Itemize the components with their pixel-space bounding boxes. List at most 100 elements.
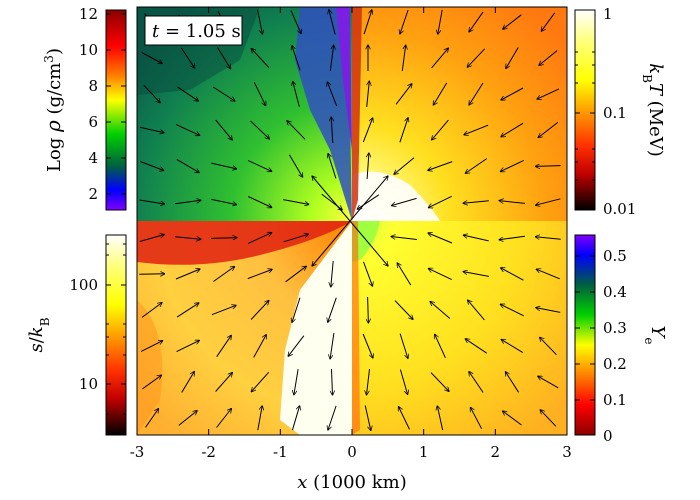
x-axis-title: x (1000 km) — [297, 472, 406, 493]
ye-ticks: 0.5 0.4 0.3 0.2 0.1 0 — [603, 247, 627, 445]
velocity-arrow — [293, 81, 300, 107]
velocity-arrow — [465, 158, 487, 174]
velocity-arrow — [368, 296, 369, 323]
velocity-arrow — [312, 220, 351, 266]
ye-tick: 0.5 — [603, 247, 627, 265]
velocity-arrow — [176, 340, 200, 353]
x-axis-tick-marks — [136, 7, 568, 435]
velocity-arrow — [428, 161, 453, 171]
x-tick-label: -3 — [130, 443, 145, 461]
velocity-arrow — [328, 297, 337, 323]
velocity-arrow — [215, 119, 233, 140]
velocity-arrow — [465, 339, 488, 354]
velocity-arrow — [399, 118, 408, 143]
velocity-arrow — [391, 237, 417, 240]
density-tick: 12 — [79, 5, 98, 23]
velocity-arrow — [291, 406, 299, 431]
velocity-arrow — [180, 47, 194, 68]
ye-tick: 0.1 — [603, 391, 627, 409]
temperature-tick: 1 — [603, 5, 613, 23]
velocity-arrow — [140, 341, 163, 352]
density-tick: 6 — [88, 113, 98, 131]
temperature-tick-marks — [575, 51, 595, 181]
velocity-arrow — [283, 199, 309, 205]
velocity-arrow — [470, 407, 483, 429]
density-tick-marks — [106, 13, 126, 195]
velocity-arrow — [397, 263, 412, 286]
x-tick-label: -2 — [201, 443, 216, 461]
velocity-arrow — [140, 161, 164, 171]
density-blue-plume — [295, 7, 352, 221]
velocity-arrow — [283, 234, 309, 243]
velocity-arrow — [216, 46, 230, 69]
velocity-arrow — [394, 157, 415, 175]
temperature-tick: 0.01 — [603, 200, 636, 218]
velocity-arrow — [210, 238, 237, 239]
velocity-arrow — [176, 303, 199, 318]
velocity-arrow — [211, 305, 236, 316]
x-tick-label: 0 — [347, 443, 357, 461]
velocity-arrow — [349, 220, 388, 266]
velocity-arrow — [175, 200, 201, 205]
velocity-arrow — [428, 268, 452, 281]
velocity-arrow — [500, 159, 524, 171]
velocity-arrow — [469, 372, 484, 393]
velocity-arrow — [141, 52, 163, 64]
velocity-arrow — [215, 373, 233, 392]
velocity-arrow — [363, 10, 372, 35]
velocity-arrow — [503, 14, 522, 29]
velocity-arrow — [362, 118, 372, 143]
velocity-arrow — [435, 334, 446, 359]
velocity-arrow — [287, 121, 306, 140]
entropy-red-band — [137, 221, 352, 265]
velocity-arrow — [145, 409, 159, 428]
x-tick-label: 3 — [562, 443, 572, 461]
velocity-arrow — [331, 261, 333, 287]
velocity-arrow — [257, 9, 263, 34]
velocity-arrow — [430, 372, 449, 392]
temperature-red-streak — [352, 7, 362, 221]
velocity-arrow — [247, 233, 272, 244]
velocity-arrow — [181, 372, 195, 393]
x-tick-label: 2 — [491, 443, 501, 461]
velocity-arrow — [367, 369, 370, 395]
velocity-arrow — [367, 153, 369, 180]
time-symbol: t — [152, 21, 160, 42]
velocity-arrow — [428, 233, 453, 244]
velocity-arrow — [463, 235, 489, 242]
velocity-arrow — [257, 406, 262, 431]
velocity-arrow — [431, 48, 449, 69]
entropy-orange-left — [137, 300, 163, 435]
temperature-colorbar — [574, 9, 596, 211]
velocity-arrows — [139, 9, 561, 431]
velocity-arrow — [357, 194, 380, 209]
velocity-arrow — [538, 122, 559, 137]
velocity-arrow — [366, 81, 370, 107]
velocity-arrow — [400, 9, 409, 34]
velocity-arrow — [328, 405, 337, 430]
velocity-arrow — [401, 45, 405, 71]
ye-tick: 0 — [603, 427, 613, 445]
velocity-arrow — [211, 162, 236, 169]
velocity-arrow — [247, 160, 272, 172]
velocity-arrow — [433, 82, 448, 105]
velocity-arrow — [535, 166, 561, 167]
velocity-arrow — [468, 300, 485, 321]
velocity-arrow — [294, 369, 299, 395]
velocity-arrow — [535, 237, 561, 240]
entropy-axis-title: s/kB — [26, 317, 52, 352]
velocity-arrow — [428, 195, 452, 207]
velocity-arrow — [399, 407, 410, 430]
velocity-arrow — [394, 300, 413, 320]
velocity-arrow — [540, 337, 557, 356]
velocity-arrow — [499, 201, 525, 204]
velocity-arrow — [288, 154, 302, 177]
velocity-arrow — [292, 46, 301, 71]
entropy-ticks: 100 10 — [69, 276, 98, 393]
velocity-arrow — [536, 308, 561, 313]
velocity-arrow — [362, 333, 373, 358]
velocity-arrow — [349, 176, 388, 222]
velocity-arrow — [505, 372, 520, 393]
velocity-arrow — [536, 198, 561, 205]
